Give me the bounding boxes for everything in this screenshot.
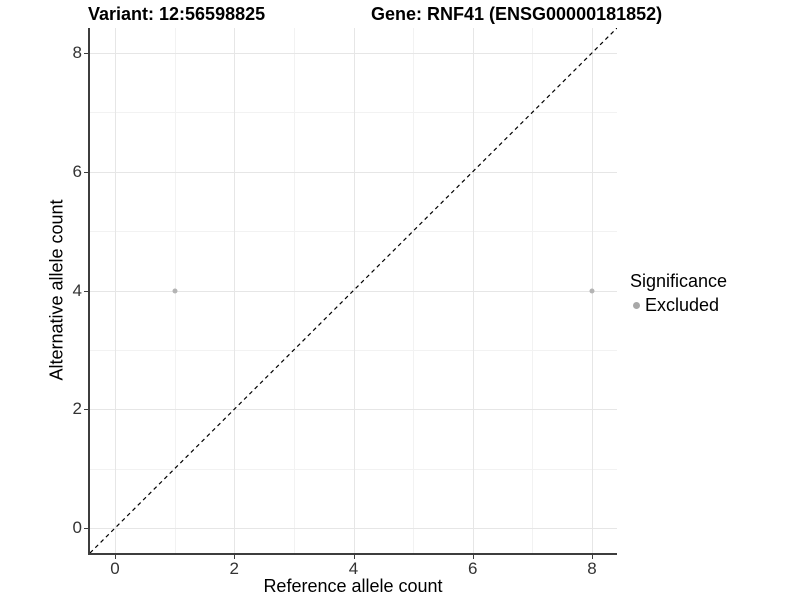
y-axis-tick (84, 290, 88, 292)
x-tick-label: 8 (587, 559, 597, 578)
y-tick-label: 8 (72, 42, 82, 62)
y-major-gridline (90, 290, 617, 292)
y-axis-tick (84, 409, 88, 411)
x-axis-title: Reference allele count (263, 576, 443, 596)
y-major-gridline (90, 409, 617, 411)
legend-title: Significance (630, 271, 728, 291)
y-major-gridline (90, 528, 617, 530)
x-tick-label: 6 (467, 559, 478, 578)
y-axis-tick (84, 528, 88, 530)
x-axis-tick (591, 555, 593, 559)
x-axis-tick (353, 555, 355, 559)
plot-title-variant: Variant: 12:56598825 (88, 4, 266, 24)
x-tick-label: 4 (348, 559, 359, 578)
x-axis-tick (234, 555, 236, 559)
y-tick-label: 4 (72, 280, 82, 300)
x-tick-label: 0 (110, 559, 120, 578)
y-tick-label: 6 (72, 161, 82, 181)
legend-entry-label: Excluded (645, 295, 720, 315)
legend-entries: Excluded (630, 295, 727, 316)
y-major-gridline (90, 171, 617, 173)
y-tick-label: 2 (72, 399, 82, 419)
legend-entry: Excluded (633, 295, 727, 316)
y-axis-title: Alternative allele count (46, 199, 67, 381)
legend-point-icon (633, 302, 640, 309)
y-tick-label: 0 (72, 518, 82, 538)
x-axis-tick (115, 555, 117, 559)
data-point (589, 288, 595, 293)
x-axis-tick (472, 555, 474, 559)
data-point (172, 288, 178, 293)
identity-line (90, 28, 617, 553)
plot-panel (88, 28, 617, 555)
y-major-gridline (90, 52, 617, 54)
legend: Significance Excluded (630, 271, 727, 316)
plot-title-gene: Gene: RNF41 (ENSG00000181852) (371, 4, 663, 24)
x-tick-label: 2 (229, 559, 239, 578)
y-axis-tick (84, 171, 88, 173)
y-axis-tick (84, 52, 88, 54)
